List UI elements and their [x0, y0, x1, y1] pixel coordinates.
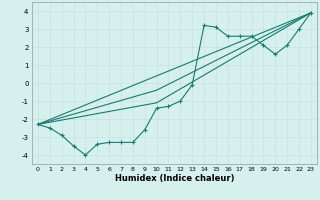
X-axis label: Humidex (Indice chaleur): Humidex (Indice chaleur)	[115, 174, 234, 183]
